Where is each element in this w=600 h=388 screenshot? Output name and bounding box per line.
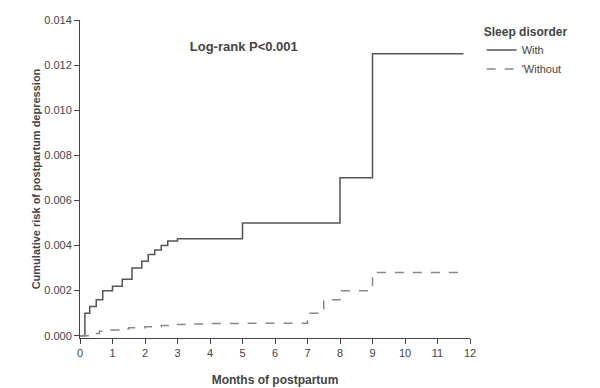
- svg-text:With: With: [522, 44, 544, 56]
- svg-text:8: 8: [337, 347, 343, 359]
- svg-text:11: 11: [432, 347, 443, 359]
- svg-text:6: 6: [272, 347, 278, 359]
- svg-text:0.008: 0.008: [44, 149, 72, 161]
- svg-text:0.004: 0.004: [44, 239, 72, 251]
- svg-text:0.006: 0.006: [44, 194, 72, 206]
- svg-text:3: 3: [174, 347, 180, 359]
- svg-text:0.012: 0.012: [44, 59, 72, 71]
- svg-text:0.010: 0.010: [44, 104, 72, 116]
- svg-text:Sleep disorder: Sleep disorder: [484, 25, 568, 39]
- svg-text:9: 9: [369, 347, 375, 359]
- svg-text:Cumulative risk of postpartum: Cumulative risk of postpartum depression: [30, 68, 42, 289]
- svg-text:'Without: 'Without: [522, 63, 561, 75]
- svg-text:0.002: 0.002: [44, 284, 72, 296]
- svg-text:0.014: 0.014: [44, 14, 72, 26]
- svg-text:Months of postpartum: Months of postpartum: [212, 373, 339, 387]
- svg-text:7: 7: [304, 347, 310, 359]
- svg-text:10: 10: [399, 347, 411, 359]
- svg-text:2: 2: [142, 347, 148, 359]
- svg-text:4: 4: [207, 347, 213, 359]
- svg-text:Log-rank P<0.001: Log-rank P<0.001: [190, 39, 298, 54]
- svg-text:0: 0: [77, 347, 83, 359]
- svg-text:5: 5: [239, 347, 245, 359]
- svg-text:0.000: 0.000: [44, 330, 72, 342]
- svg-text:1: 1: [109, 347, 115, 359]
- svg-text:12: 12: [464, 347, 476, 359]
